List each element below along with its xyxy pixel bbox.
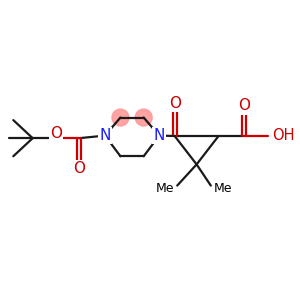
Text: O: O — [50, 126, 62, 141]
Text: Me: Me — [214, 182, 232, 195]
Circle shape — [112, 109, 129, 126]
Text: OH: OH — [273, 128, 295, 143]
Text: O: O — [238, 98, 250, 113]
Text: N: N — [99, 128, 111, 143]
Text: N: N — [154, 128, 165, 143]
Circle shape — [135, 109, 152, 126]
Text: O: O — [169, 96, 181, 111]
Text: Me: Me — [156, 182, 174, 195]
Text: O: O — [73, 161, 85, 176]
